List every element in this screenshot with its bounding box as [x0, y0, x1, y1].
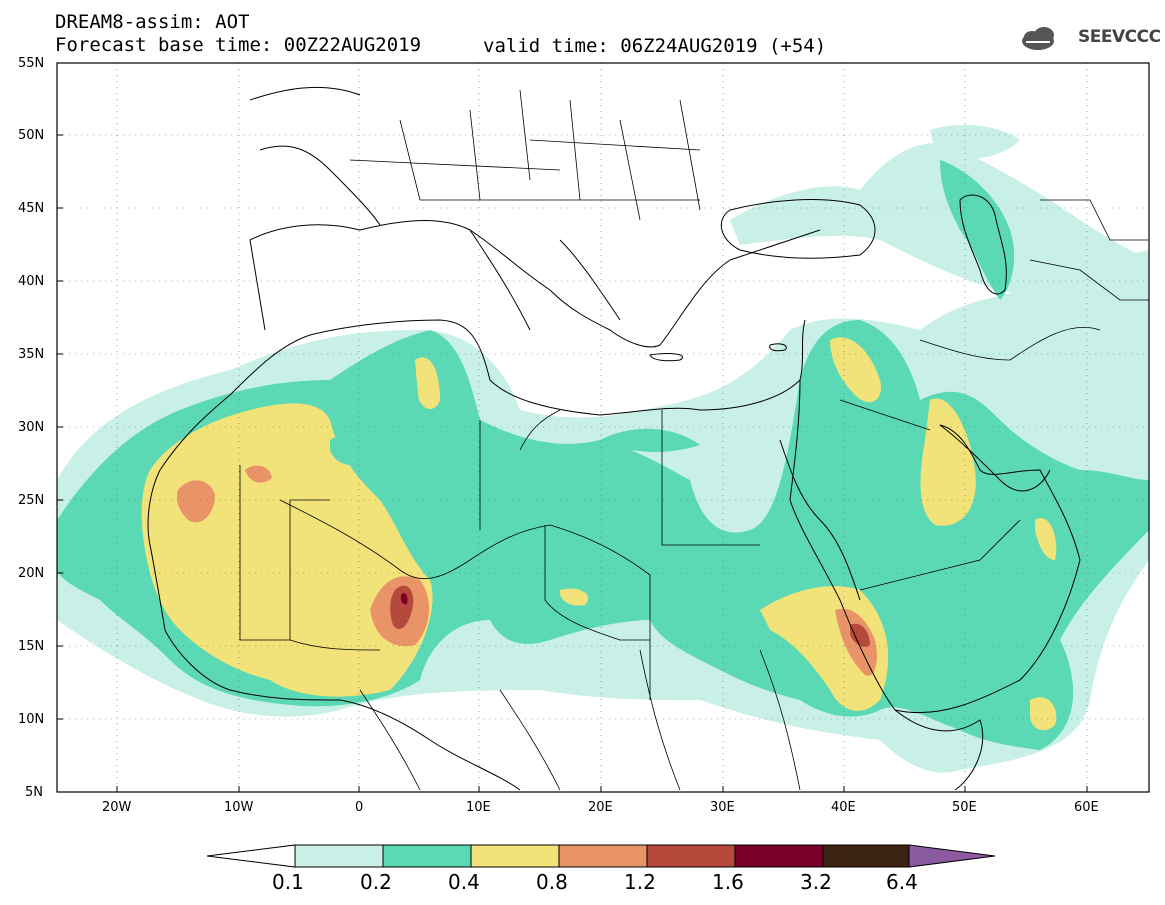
colorbar-label: 1.6 — [712, 870, 744, 894]
colorbar-label: 0.4 — [448, 870, 480, 894]
colorbar-label: 1.2 — [624, 870, 656, 894]
cloud-icon — [1022, 27, 1054, 50]
lat-label: 55N — [18, 56, 45, 71]
axis-ticks — [57, 62, 1088, 793]
forecast-base-time: Forecast base time: 00Z22AUG2019 — [55, 34, 422, 56]
lon-label: 20E — [588, 800, 613, 815]
lat-label: 20N — [18, 566, 45, 581]
colorbar-swatch-8 — [908, 844, 996, 868]
lon-label: 60E — [1074, 800, 1099, 815]
lon-label: 0 — [355, 800, 364, 815]
colorbar-swatch-5 — [646, 844, 736, 868]
coastlines — [147, 86, 1081, 791]
lat-label: 30N — [18, 420, 45, 435]
valid-time: valid time: 06Z24AUG2019 (+54) — [483, 35, 827, 57]
colorbar-swatch-3 — [470, 844, 560, 868]
lat-label: 25N — [18, 493, 45, 508]
aot-level-1-6 — [400, 593, 408, 605]
logo-text: SEEVCCC — [1078, 27, 1161, 47]
aot-field — [57, 63, 1149, 792]
lat-label: 15N — [18, 639, 45, 654]
lon-label: 50E — [952, 800, 977, 815]
lon-label: 30E — [710, 800, 735, 815]
colorbar-swatch-2 — [382, 844, 472, 868]
country-borders — [239, 89, 1149, 791]
lon-label: 10W — [224, 800, 254, 815]
colorbar — [206, 844, 996, 868]
lat-label: 50N — [18, 128, 45, 143]
aot-level-1-2 — [390, 585, 870, 647]
lat-label: 10N — [18, 712, 45, 727]
lon-label: 40E — [831, 800, 856, 815]
colorbar-label: 0.1 — [272, 870, 304, 894]
colorbar-swatch-1 — [294, 844, 384, 868]
lat-label: 5N — [25, 785, 43, 800]
colorbar-label: 0.2 — [360, 870, 392, 894]
lat-label: 45N — [18, 201, 45, 216]
colorbar-label: 0.8 — [536, 870, 568, 894]
chart-title: DREAM8-assim: AOT — [55, 11, 250, 33]
colorbar-label: 6.4 — [886, 870, 918, 894]
colorbar-swatch-7 — [822, 844, 910, 868]
colorbar-label: 3.2 — [800, 870, 832, 894]
colorbar-swatch-6 — [734, 844, 824, 868]
lon-label: 10E — [466, 800, 491, 815]
gridlines — [57, 63, 1149, 792]
lon-label: 20W — [102, 800, 132, 815]
colorbar-swatch-4 — [558, 844, 648, 868]
aot-level-0-8 — [176, 465, 877, 676]
lat-label: 40N — [18, 274, 45, 289]
lat-label: 35N — [18, 347, 45, 362]
